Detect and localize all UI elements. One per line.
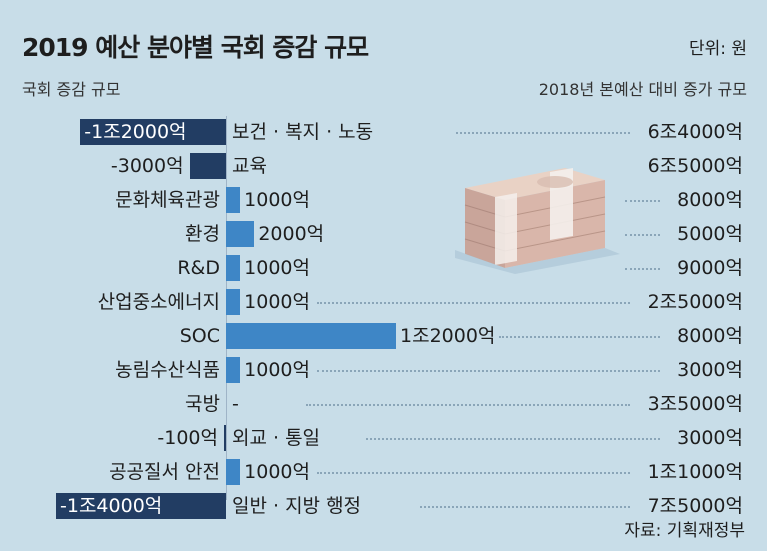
bar-row: 국방 - 3조5000억 bbox=[0, 387, 767, 421]
leader-dots bbox=[366, 438, 660, 440]
bar-value-label: 2000억 bbox=[258, 223, 325, 245]
bar-value-label: 1000억 bbox=[244, 359, 310, 381]
unit-note: 단위: 원 bbox=[688, 39, 747, 59]
leader-dots bbox=[625, 268, 660, 270]
total-increase-label: 6조4000억 bbox=[647, 121, 743, 143]
leader-dots bbox=[317, 472, 630, 474]
bar-row: R&D 1000억 9000억 bbox=[0, 251, 767, 285]
bar-value-label: - bbox=[232, 393, 239, 415]
bar-value-label: -100억 bbox=[157, 427, 218, 449]
leader-dots bbox=[317, 370, 660, 372]
negative-bar bbox=[189, 153, 226, 179]
category-label: 국방 bbox=[185, 393, 220, 415]
positive-bar bbox=[226, 459, 241, 485]
category-label: 교육 bbox=[232, 155, 267, 177]
money-stack-illustration bbox=[455, 168, 620, 274]
bar-row: -100억 외교 · 통일 3000억 bbox=[0, 421, 767, 455]
category-label: 보건 · 복지 · 노동 bbox=[232, 121, 374, 143]
source-note: 자료: 기획재정부 bbox=[624, 521, 745, 541]
category-label: 외교 · 통일 bbox=[232, 427, 321, 449]
positive-bar bbox=[226, 289, 241, 315]
total-increase-label: 7조5000억 bbox=[647, 495, 743, 517]
leader-dots bbox=[625, 200, 660, 202]
bar-value-label: 1000억 bbox=[244, 257, 310, 279]
bar-row: SOC 1조2000억 8000억 bbox=[0, 319, 767, 353]
category-label: R&D bbox=[177, 257, 220, 279]
left-column-header: 국회 증감 규모 bbox=[22, 80, 121, 99]
total-increase-label: 8000억 bbox=[677, 325, 743, 347]
total-increase-label: 9000억 bbox=[677, 257, 743, 279]
bar-value-label: 1000억 bbox=[244, 291, 310, 313]
leader-dots bbox=[456, 132, 630, 134]
bar-value-label: -3000억 bbox=[110, 155, 184, 177]
negative-bar bbox=[56, 493, 226, 519]
total-increase-label: 3000억 bbox=[677, 359, 743, 381]
leader-dots bbox=[499, 336, 660, 338]
category-label: 환경 bbox=[185, 223, 220, 245]
bar-row: -1조2000억 보건 · 복지 · 노동 6조4000억 bbox=[0, 115, 767, 149]
bar-row: 산업중소에너지 1000억 2조5000억 bbox=[0, 285, 767, 319]
positive-bar bbox=[226, 187, 241, 213]
category-label: 문화체육관광 bbox=[115, 189, 220, 211]
positive-bar bbox=[226, 323, 396, 349]
category-label: 농림수산식품 bbox=[115, 359, 220, 381]
chart-title: 2019 예산 분야별 국회 증감 규모 bbox=[22, 33, 369, 62]
bar-row: 공공질서 안전 1000억 1조1000억 bbox=[0, 455, 767, 489]
bar-value-label: -1조2000억 bbox=[84, 121, 187, 143]
leader-dots bbox=[317, 302, 630, 304]
positive-bar bbox=[226, 255, 241, 281]
negative-bar bbox=[224, 425, 226, 451]
positive-bar bbox=[226, 357, 241, 383]
leader-dots bbox=[306, 404, 630, 406]
bar-row: 농림수산식품 1000억 3000억 bbox=[0, 353, 767, 387]
total-increase-label: 3조5000억 bbox=[647, 393, 743, 415]
total-increase-label: 5000억 bbox=[677, 223, 743, 245]
bar-value-label: 1000억 bbox=[244, 189, 310, 211]
right-column-header: 2018년 본예산 대비 증가 규모 bbox=[538, 80, 747, 99]
negative-bar bbox=[80, 119, 226, 145]
leader-dots bbox=[625, 234, 660, 236]
total-increase-label: 8000억 bbox=[677, 189, 743, 211]
total-increase-label: 3000억 bbox=[677, 427, 743, 449]
bar-value-label: -1조4000억 bbox=[60, 495, 163, 517]
bar-value-label: 1조2000억 bbox=[400, 325, 496, 347]
total-increase-label: 2조5000억 bbox=[647, 291, 743, 313]
category-label: SOC bbox=[179, 325, 220, 347]
bar-row: 문화체육관광 1000억 8000억 bbox=[0, 183, 767, 217]
positive-bar bbox=[226, 221, 255, 247]
bar-value-label: 1000억 bbox=[244, 461, 310, 483]
total-increase-label: 6조5000억 bbox=[647, 155, 743, 177]
bar-row: 환경 2000억 5000억 bbox=[0, 217, 767, 251]
leader-dots bbox=[420, 506, 630, 508]
category-label: 산업중소에너지 bbox=[97, 291, 220, 313]
total-increase-label: 1조1000억 bbox=[647, 461, 743, 483]
category-label: 공공질서 안전 bbox=[109, 461, 220, 483]
bar-row: -1조4000억 일반 · 지방 행정 7조5000억 bbox=[0, 489, 767, 523]
bar-row: -3000억 교육 6조5000억 bbox=[0, 149, 767, 183]
category-label: 일반 · 지방 행정 bbox=[232, 495, 362, 517]
